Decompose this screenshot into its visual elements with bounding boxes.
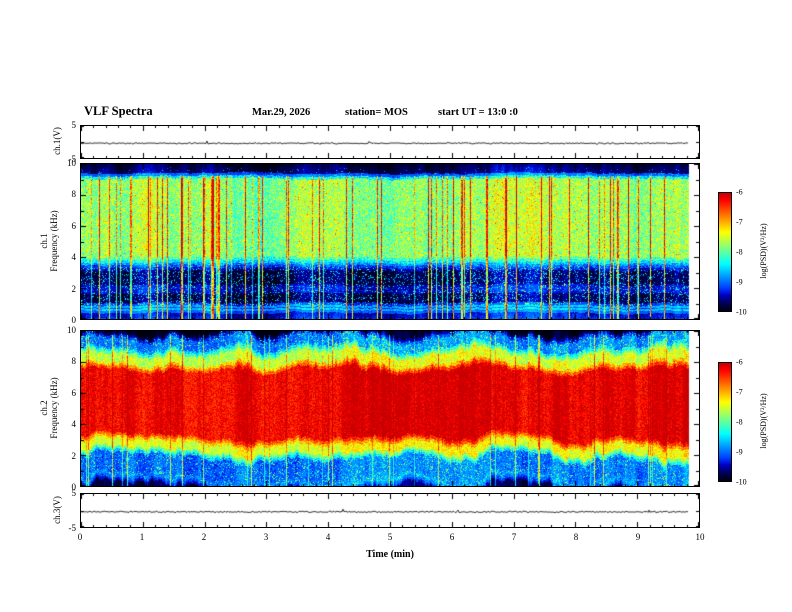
axis-label-line-frequency: Frequency (kHz) [49,210,59,272]
x-tick-label: 7 [511,532,517,542]
ch1-wave-y-tick-label: 5 [71,120,77,130]
ch1-spec-y-tick-label: 4 [71,252,77,263]
plot-title: VLF Spectra [84,104,153,118]
ch3-voltage-panel [80,493,700,528]
colorbar-1-tick-label: -7 [736,217,743,227]
ch1-spec-y-tick-label: 0 [71,315,77,325]
x-tick-label: 5 [387,532,393,542]
ch1-spectrogram-canvas [81,164,699,319]
ch2-spec-y-tick-label: 4 [71,419,77,430]
colorbar-1-tick-label: -6 [736,187,743,197]
x-tick-label: 1 [139,532,145,542]
ch2-spec-y-tick-label: 2 [71,450,77,461]
colorbar-2-tick-label: -8 [736,417,743,427]
ch2-frequency-axis-label: ch.2 Frequency (kHz) [39,377,59,438]
station-label: station= MOS [345,107,408,118]
ch1-spec-y-tick-label: 6 [71,220,77,231]
colorbar-ch1-gradient [719,193,731,311]
colorbar-2-tick-label: -6 [736,357,743,367]
colorbar-2-tick-label: -9 [736,447,743,457]
ch1-voltage-panel [80,125,700,159]
date-label: Mar.29, 2026 [252,107,311,118]
start-ut-label: start UT = 13:0 :0 [438,107,518,118]
ch1-spec-y-tick-label: 2 [71,283,77,294]
x-tick-label: 2 [201,532,207,542]
axis-label-line-channel: ch.1 [39,233,49,249]
x-tick-label: 9 [635,532,641,542]
x-tick-label: 0 [77,532,83,542]
colorbar-ch2 [718,362,732,482]
ch3-wave-y-tick-label: 5 [71,488,77,498]
ch1-frequency-axis-label: ch.1 Frequency (kHz) [39,210,59,271]
ch2-spec-y-tick-label: 0 [71,482,77,492]
colorbar-ch1 [718,192,732,312]
ch1-wave-y-tick-label: -5 [68,154,77,164]
x-axis-title: Time (min) [366,549,414,560]
ch1-spec-y-tick-label: 10 [67,158,76,168]
ch3-voltage-trace-canvas [81,494,699,527]
ch2-spec-y-tick-label: 6 [71,387,77,398]
colorbar-1-tick-label: -10 [736,307,747,317]
ch1-spec-y-tick-label: 8 [71,189,77,200]
x-tick-label: 4 [325,532,331,542]
x-tick-label: 10 [695,532,705,542]
colorbar-2-tick-label: -7 [736,387,743,397]
ch1-voltage-axis-label: ch.1(V) [52,127,62,155]
ch2-spec-y-tick-label: 10 [67,325,76,335]
colorbar-ch2-gradient [719,363,731,481]
colorbar-1-tick-label: -9 [736,277,743,287]
x-tick-label: 8 [573,532,579,542]
ch3-wave-y-tick-label: -5 [68,523,77,533]
x-tick-label: 6 [449,532,455,542]
colorbar-ch1-label: log(PSD)(V²/Hz) [759,223,768,279]
x-tick-label: 3 [263,532,269,542]
ch2-spec-y-tick-label: 8 [71,356,77,367]
axis-label-line-channel: ch.2 [39,400,49,416]
colorbar-2-tick-label: -10 [736,477,747,487]
ch3-voltage-axis-label: ch.3(V) [52,496,62,524]
ch1-voltage-trace-canvas [81,126,699,158]
colorbar-ch2-label: log(PSD)(V²/Hz) [759,393,768,449]
ch2-spectrogram-canvas [81,331,699,486]
axis-label-line-frequency: Frequency (kHz) [49,377,59,439]
ch1-spectrogram-panel [80,163,700,320]
ch2-spectrogram-panel [80,330,700,487]
colorbar-1-tick-label: -8 [736,247,743,257]
